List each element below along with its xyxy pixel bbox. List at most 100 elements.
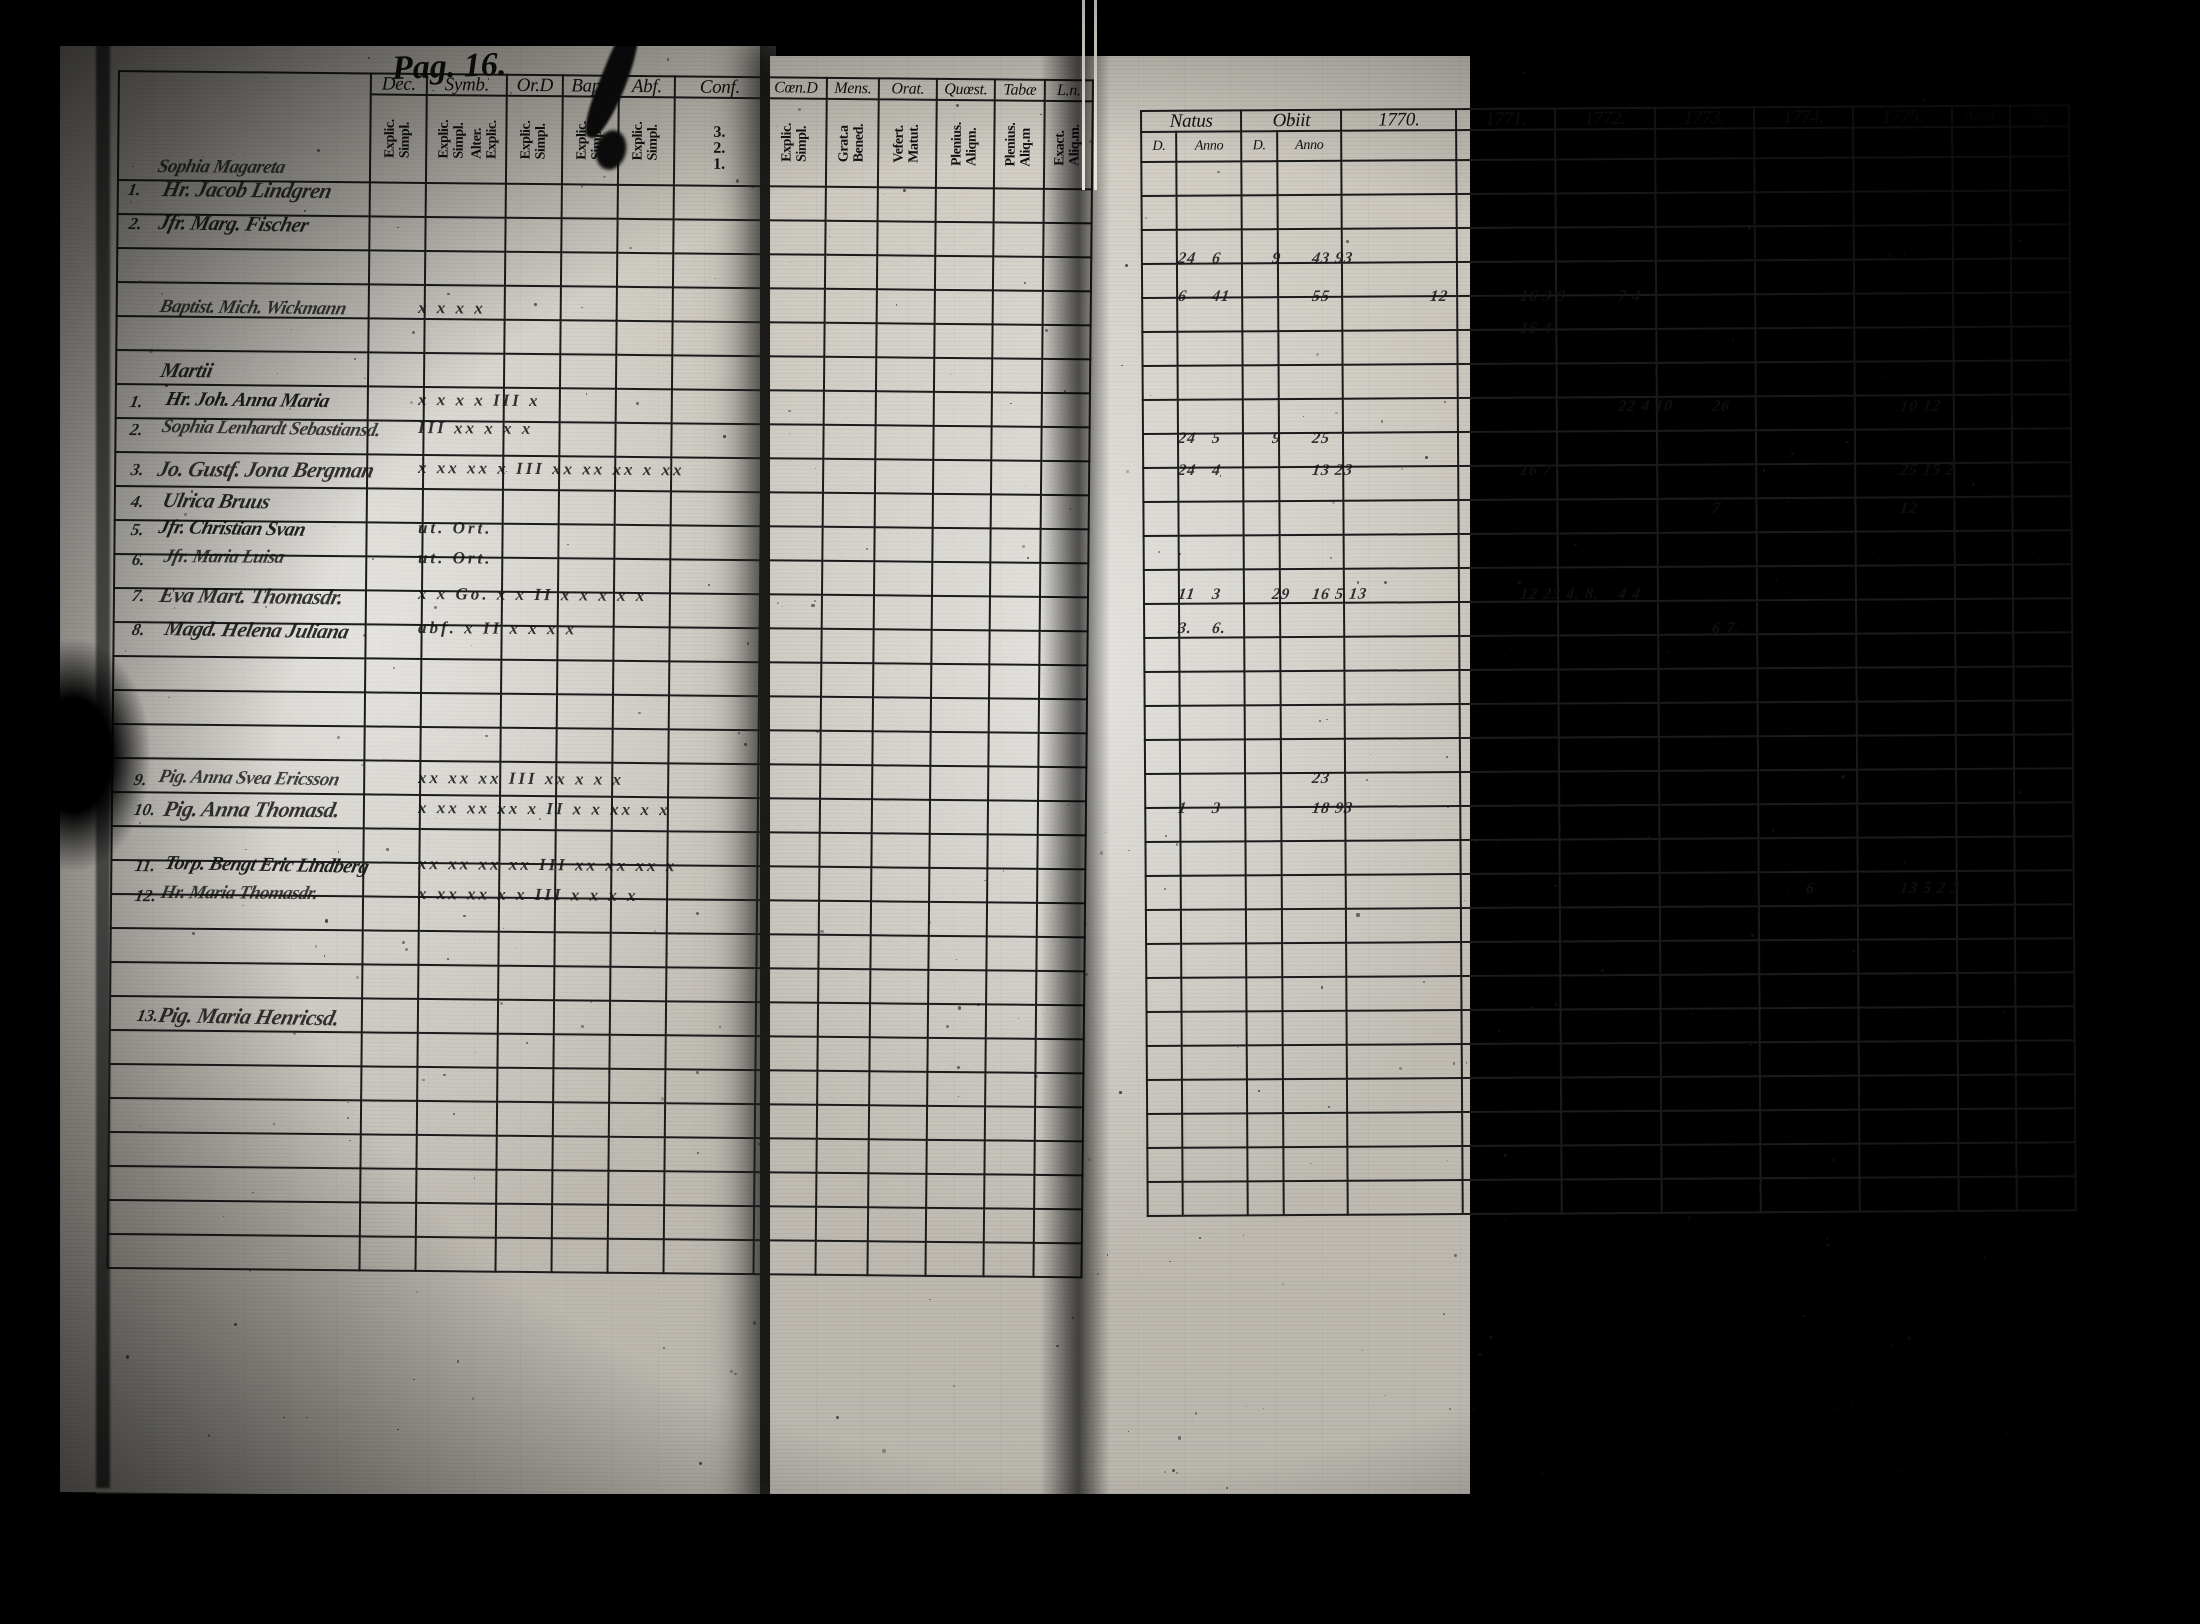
- cell-1773: [1657, 634, 1758, 669]
- cell-abf: [611, 864, 668, 900]
- cell-1773: [1661, 1178, 1761, 1213]
- cell-1772: [1561, 1110, 1661, 1146]
- cell-quaest: [934, 289, 993, 325]
- name-column-header: [117, 71, 371, 183]
- cell-abiit: [2011, 224, 2070, 259]
- cell-1774: [1756, 633, 1857, 669]
- cell-symb: [422, 522, 503, 558]
- col-header-ord: Or.D: [506, 74, 563, 97]
- cell-quaest: [925, 1241, 984, 1277]
- subheader-symb-explic: Explic.: [436, 119, 452, 159]
- cell-conf: [667, 831, 758, 867]
- cell-1770: [1345, 806, 1461, 841]
- cell-natus-anno: [1181, 909, 1247, 944]
- entry-name: [113, 655, 366, 693]
- cell-ord: [498, 931, 555, 967]
- cell-quaest: [930, 765, 989, 801]
- cell-quaest: [928, 935, 987, 971]
- cell-tabae: [985, 1038, 1036, 1073]
- cell-ord: [502, 557, 559, 593]
- cell-mens: [825, 186, 878, 222]
- cell-1771: [1456, 159, 1556, 195]
- subheader-bapt-explic: Explic.: [574, 120, 590, 160]
- cell-accessit: [1953, 394, 2013, 430]
- cell-quaest: [932, 459, 992, 495]
- cell-1770: [1342, 296, 1458, 331]
- cell-1770: [1344, 534, 1460, 569]
- cell-1771: [1462, 1179, 1563, 1215]
- cell-conf: [671, 355, 763, 391]
- cell-tabae: [984, 1174, 1035, 1209]
- cell-obiit-anno: [1282, 1112, 1348, 1148]
- cell-accessit: [1956, 768, 2015, 804]
- cell-obiit-d: [1244, 705, 1281, 740]
- col-header-orat: Orat.: [878, 78, 937, 100]
- entry-name: [115, 349, 369, 387]
- cell-orat: [875, 425, 934, 460]
- cell-symb: [421, 624, 502, 660]
- cell-conf: [665, 1001, 757, 1037]
- cell-dec: [364, 692, 422, 727]
- col-header-conf: Conf.: [674, 76, 765, 99]
- cell-obiit-anno: [1278, 466, 1344, 502]
- cell-ln: [1038, 698, 1088, 734]
- cell-1771: [1459, 635, 1559, 671]
- cell-natus-anno: [1182, 1079, 1248, 1114]
- entry-name: [108, 1131, 361, 1169]
- cell-symb: [423, 386, 504, 422]
- cell-abiit: [2012, 428, 2072, 463]
- cell-orat: [872, 697, 932, 732]
- cell-orat: [872, 731, 931, 766]
- cell-1772: [1561, 1178, 1662, 1214]
- cell-quaest: [926, 1173, 985, 1209]
- subheader-obiit-d: D.: [1241, 131, 1278, 162]
- cell-dec: [366, 454, 424, 489]
- cell-1770: [1341, 194, 1457, 229]
- cell-bapt: [559, 388, 616, 423]
- table-row: [1145, 768, 2074, 808]
- cell-1773: [1655, 192, 1755, 227]
- cell-dec: [359, 1202, 417, 1237]
- cell-1770: [1347, 1180, 1463, 1215]
- cell-ln: [1035, 1038, 1084, 1074]
- subheader-abiit: [2010, 126, 2070, 157]
- cell-obiit-anno: [1281, 840, 1347, 876]
- cell-1770: [1344, 636, 1460, 671]
- cell-1773: [1654, 158, 1755, 193]
- cell-accessit: [1955, 700, 2015, 736]
- entry-name: [115, 417, 368, 455]
- cell-1774: [1755, 429, 1856, 465]
- cell-ln: [1038, 732, 1087, 768]
- cell-1775: [1856, 701, 1956, 736]
- table-row: [1145, 870, 2074, 910]
- cell-accessit: [1954, 496, 2014, 532]
- cell-1774: [1754, 293, 1855, 329]
- cell-obiit-anno: [1277, 228, 1343, 264]
- cell-orat: [869, 1003, 929, 1038]
- col-header-coen-d: Cœn.D: [764, 77, 827, 99]
- cell-1774: [1758, 939, 1859, 975]
- entry-name: [107, 1233, 360, 1271]
- subheader-abf-simpl: Simpl.: [645, 124, 661, 161]
- cell-abiit: [2011, 258, 2071, 293]
- cell-1774: [1755, 395, 1855, 431]
- subheader-mens-bened.: Bened.: [851, 123, 867, 163]
- cell-ln: [1034, 1174, 1083, 1210]
- cell-1772: [1555, 158, 1656, 194]
- cell-abf: [617, 184, 674, 220]
- cell-natus-anno: [1178, 467, 1244, 502]
- cell-mens: [820, 730, 873, 766]
- cell-coen: [761, 424, 824, 459]
- cell-natus-anno: [1181, 875, 1247, 910]
- cell-1770: [1344, 670, 1460, 705]
- cell-tabae: [988, 766, 1039, 801]
- cell-ln: [1033, 1242, 1082, 1278]
- entry-name: [116, 315, 369, 353]
- cell-1774: [1755, 361, 1855, 397]
- cell-quaest: [935, 187, 994, 223]
- cell-mens: [816, 1138, 869, 1174]
- cell-1775: [1858, 1075, 1959, 1110]
- cell-1772: [1558, 668, 1659, 704]
- cell-obiit-anno: [1279, 568, 1345, 604]
- cell-1771: [1460, 771, 1560, 807]
